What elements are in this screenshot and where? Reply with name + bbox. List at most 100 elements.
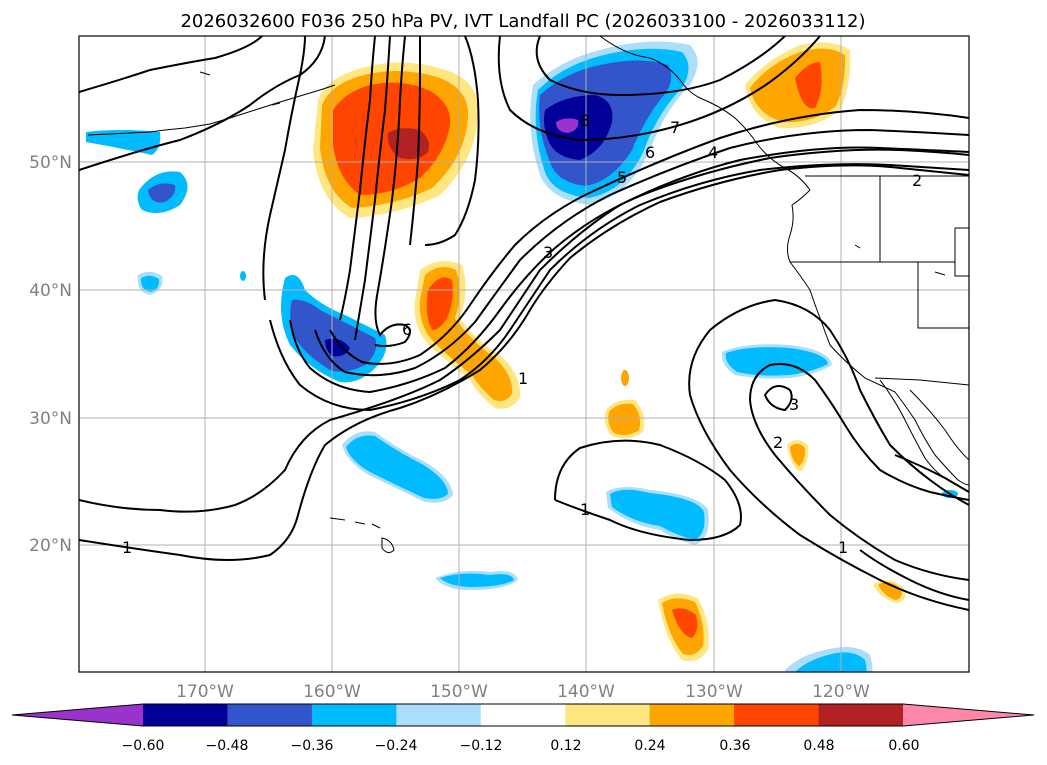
colorbar-segment (734, 704, 820, 726)
contour-line (262, 36, 306, 301)
contour-label: 1 (838, 538, 848, 557)
colorbar-segments (11, 703, 1035, 727)
lat-label: 20°N (29, 536, 72, 556)
colorbar-tick-label: −0.60 (122, 738, 165, 754)
contour-line (748, 363, 969, 581)
contour-line (535, 36, 786, 97)
coastline-hawaii (329, 517, 395, 554)
lon-labels: 170°W 160°W 150°W 140°W 130°W 120°W (176, 682, 870, 702)
colorbar-tick-label: 0.60 (888, 738, 919, 754)
pv-shading (86, 41, 958, 672)
contour-label: 3 (543, 243, 553, 262)
colorbar-segment (227, 704, 313, 726)
lon-label: 160°W (303, 682, 361, 702)
lat-label: 30°N (29, 409, 72, 429)
contour-label: 8 (580, 111, 590, 130)
contour-line (354, 36, 391, 341)
lon-label: 150°W (430, 682, 488, 702)
map-panel: 1 1 1 1 2 2 3 3 4 5 6 6 7 8 (78, 35, 970, 673)
pv-positive-region (795, 62, 822, 109)
border-states (790, 176, 969, 329)
colorbar-tick-label: 0.24 (634, 738, 665, 754)
pv-negative-region (86, 130, 161, 155)
lon-label: 170°W (176, 682, 234, 702)
coastline-gulf-california (909, 389, 969, 461)
contour-label: 2 (912, 171, 922, 190)
pv-positive-region (790, 443, 806, 466)
pv-negative-region (240, 271, 246, 281)
contour-line (79, 36, 326, 171)
ivt-contours (79, 36, 969, 611)
map-content: 1 1 1 1 2 2 3 3 4 5 6 6 7 8 (79, 36, 969, 672)
border-us-mexico (874, 377, 969, 386)
contour-label: 3 (789, 395, 799, 414)
contour-label: 6 (402, 320, 412, 339)
contour-line (859, 549, 969, 601)
contour-line (497, 36, 821, 142)
contour-line (374, 36, 411, 347)
pv-negative-region (610, 489, 705, 540)
contour-label: 1 (122, 538, 132, 557)
contour-line (688, 298, 969, 611)
colorbar-outline (11, 703, 1035, 727)
contour-line (409, 36, 422, 246)
colorbar-segment (143, 704, 228, 726)
contour-label: 6 (645, 143, 655, 162)
colorbar-tick-label: −0.12 (460, 738, 503, 754)
contour-label: 1 (518, 369, 528, 388)
contour-line (763, 385, 793, 412)
figure-title: 2026032600 F036 250 hPa PV, IVT Landfall… (180, 11, 865, 32)
contour-line (339, 36, 376, 321)
colorbar-extend-high (903, 704, 1034, 726)
colorbar: −0.60 −0.48 −0.36 −0.24 −0.12 0.12 0.24 … (11, 703, 1035, 754)
lat-label: 40°N (29, 281, 72, 301)
contour-line (424, 36, 480, 246)
pv-negative-region (148, 183, 176, 203)
contour-line (79, 36, 263, 93)
colorbar-tick-label: 0.48 (803, 738, 834, 754)
contour-line (269, 163, 969, 412)
coastlines (87, 36, 969, 554)
contour-label: 2 (773, 433, 783, 452)
pv-positive-region (608, 403, 641, 435)
pv-negative-region (325, 338, 350, 357)
contour-line (79, 164, 969, 561)
coastline-alaska (599, 36, 969, 486)
colorbar-segment (396, 704, 482, 726)
colorbar-segment (480, 704, 566, 726)
pv-negative-region (346, 435, 448, 499)
colorbar-segment (818, 704, 904, 726)
pv-positive-region (672, 608, 698, 638)
colorbar-ticks: −0.60 −0.48 −0.36 −0.24 −0.12 0.12 0.24 … (122, 738, 920, 754)
lat-labels: 50°N 40°N 30°N 20°N (29, 153, 72, 556)
contour-line (79, 146, 969, 513)
gridlines (79, 36, 969, 672)
lat-label: 50°N (29, 153, 72, 173)
colorbar-segment (649, 704, 735, 726)
contour-line (554, 439, 742, 542)
coastline-baja (879, 379, 946, 479)
colorbar-tick-label: −0.48 (206, 738, 249, 754)
colorbar-tick-label: −0.24 (375, 738, 418, 754)
colorbar-tick-label: 0.12 (550, 738, 581, 754)
contour-label: 5 (617, 168, 627, 187)
colorbar-segment (311, 704, 397, 726)
colorbar-tick-label: 0.36 (719, 738, 750, 754)
colorbar-extend-low (12, 704, 143, 726)
pv-negative-region (140, 275, 160, 292)
contour-line (894, 454, 969, 493)
pv-positive-region (621, 370, 629, 386)
lon-label: 120°W (812, 682, 870, 702)
colorbar-segment (565, 704, 651, 726)
pv-negative-region (556, 118, 579, 133)
coastline-islands (87, 71, 946, 276)
pv-negative-region (544, 95, 613, 160)
contour-label: 4 (708, 143, 718, 162)
contour-line (289, 148, 969, 394)
contour-labels: 1 1 1 1 2 2 3 3 4 5 6 6 7 8 (122, 111, 922, 557)
lon-label: 140°W (557, 682, 615, 702)
coastline-aleutians (149, 84, 336, 133)
map-frame (78, 35, 970, 673)
contour-label: 7 (670, 118, 680, 137)
